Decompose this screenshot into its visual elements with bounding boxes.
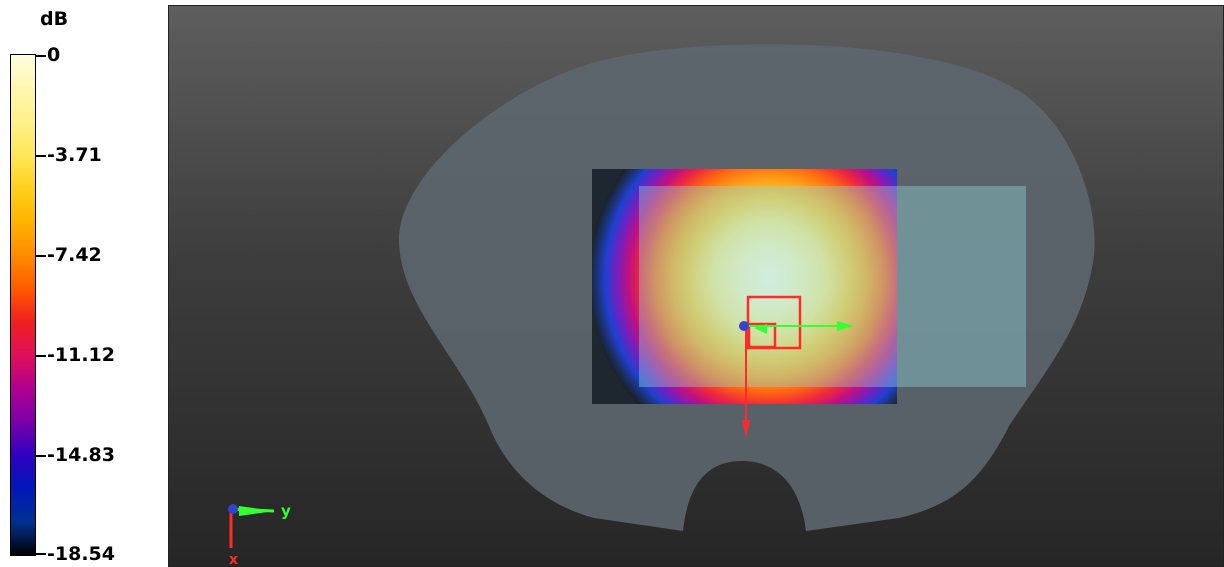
3d-viewport[interactable]: y x (168, 5, 1224, 567)
scene-svg: y x (228, 44, 1095, 567)
field-scan-map (592, 169, 897, 404)
axis-label-x: x (229, 552, 238, 567)
orientation-gizmo: y x (228, 502, 291, 567)
colorbar-tick (36, 155, 46, 157)
colorbar-tick (36, 255, 46, 257)
colorbar-tick (36, 455, 46, 457)
colorbar-label-4: -14.83 (47, 444, 115, 466)
colorbar-tick (36, 55, 46, 57)
colorbar-label-0: 0 (47, 44, 61, 66)
colorbar-label-1: -3.71 (47, 144, 102, 166)
colorbar-tick (36, 553, 46, 555)
probe-plate (639, 186, 1026, 387)
marker-small-square (747, 322, 777, 349)
origin-axes (739, 321, 854, 438)
colorbar-gradient (10, 54, 36, 556)
colorbar-tick (36, 355, 46, 357)
axis-label-y: y (281, 502, 291, 520)
colorbar-label-3: -11.12 (47, 344, 115, 366)
colorbar-legend: dB 0 -3.71 -7.42 -11.12 -14.83 -18.54 (0, 0, 168, 567)
colorbar-label-2: -7.42 (47, 244, 102, 266)
colorbar-unit-label: dB (40, 8, 69, 30)
colorbar-label-5: -18.54 (47, 543, 115, 565)
